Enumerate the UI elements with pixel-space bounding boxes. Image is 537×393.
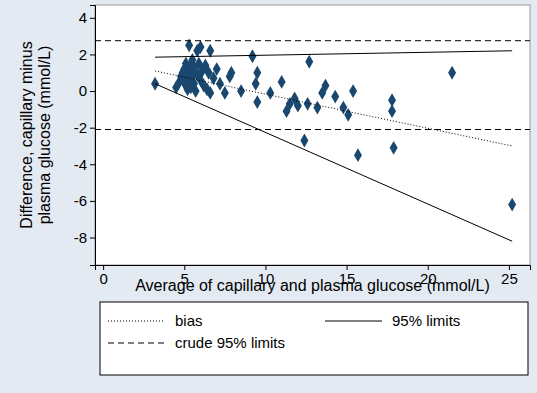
point [213,62,221,76]
y-tick-label: 4 [79,9,87,26]
y-axis-line [90,6,96,266]
point [349,84,357,98]
plot-frame [95,5,530,265]
x-tick: 25 [501,265,518,287]
line [95,41,530,130]
y-tick-label: -8 [74,229,87,246]
legend-sample [325,321,382,322]
legend-sample [108,321,165,322]
point [278,75,286,89]
chart: 0510152025-8-6-4-2024Average of capillar… [0,0,537,393]
point [448,66,456,80]
point [305,55,313,69]
point [266,86,274,100]
point [206,86,214,100]
y-tick: -4 [74,156,95,173]
y-tick-mark [90,128,95,129]
y-tick-mark [90,91,95,92]
point [331,90,339,104]
y-tick-label: -2 [74,119,87,136]
background [0,0,537,393]
line [155,71,512,146]
point [206,44,214,58]
point [508,198,516,212]
y-tick: 2 [79,46,95,63]
point [248,49,256,63]
line [155,51,512,241]
y-tick: 0 [79,82,95,99]
point [322,79,330,93]
point [237,84,245,98]
point [294,99,302,113]
y-axis: -8 -6 -4 -2 0 2 4 [74,6,96,266]
y-tick-label: -4 [74,156,87,173]
legend-label: bias [175,312,203,329]
point [253,95,261,109]
point [304,97,312,111]
legend-sample [108,343,165,344]
y-tick-mark [90,54,95,55]
point [390,141,398,155]
y-tick: -2 [74,119,95,136]
y-tick-label: -6 [74,192,87,209]
y-tick-mark [90,201,95,202]
plot-marks [95,38,530,241]
y-axis-title: plasma glucose (mmol/L) [36,46,53,225]
legend-box [100,302,528,375]
legend: bias 95% limits crude 95% limits [100,302,528,375]
y-tick-label: 2 [79,46,87,63]
point [300,134,308,148]
y-tick: -8 [74,229,95,246]
legend-label: 95% limits [392,312,460,329]
point [192,84,200,98]
y-tick-label: 0 [79,82,87,99]
x-tick: 0 [99,265,107,287]
y-tick-mark [90,238,95,239]
y-tick: 4 [79,9,95,26]
y-tick-mark [90,164,95,165]
x-tick-label: 25 [501,270,518,287]
y-tick: -6 [74,192,95,209]
point [227,66,235,80]
point [252,77,260,91]
point [388,104,396,118]
legend-label: crude 95% limits [175,334,285,351]
point [253,66,261,80]
x-axis-line [96,266,531,271]
x-tick-label: 0 [99,270,107,287]
point [197,40,205,54]
point [354,148,362,162]
y-tick-mark [90,18,95,19]
y-axis-title: Difference, capillary minus [18,41,35,228]
point [313,101,321,115]
x-axis-title: Average of capillary and plasma glucose … [135,277,490,294]
point [344,108,352,122]
point [221,86,229,100]
